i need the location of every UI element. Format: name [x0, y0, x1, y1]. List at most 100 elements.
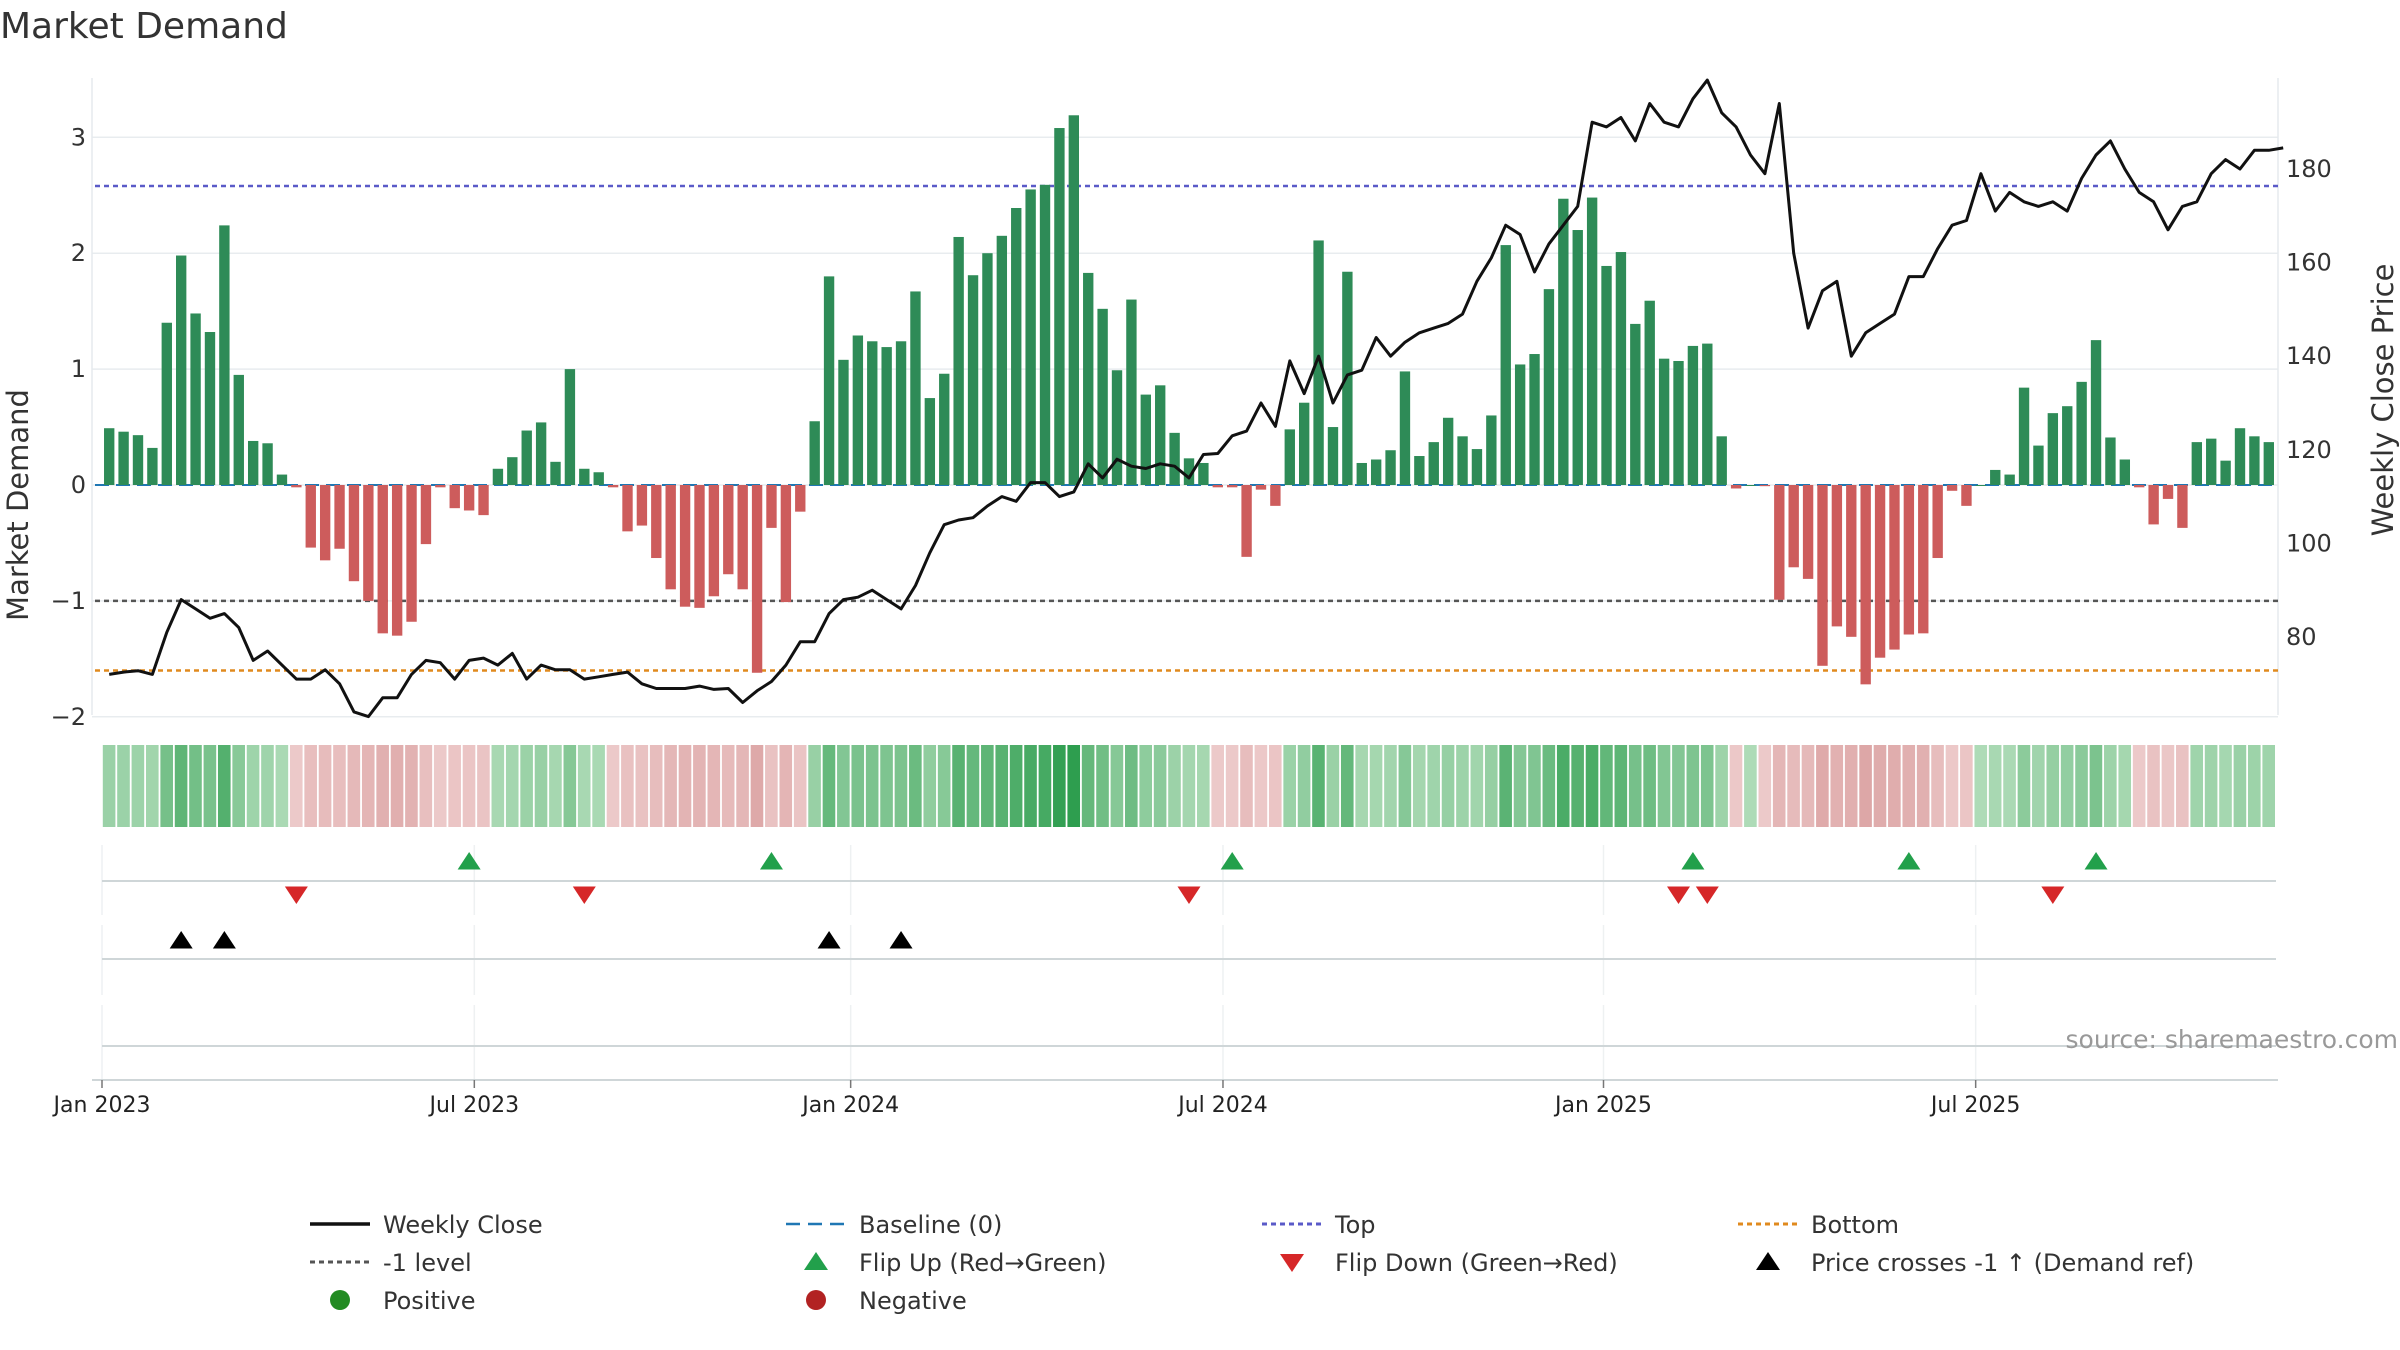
heat-cell	[2262, 745, 2275, 827]
heat-cell	[1340, 745, 1354, 827]
source-credit: source: sharemaestro.com	[2066, 1025, 2399, 1054]
demand-bar	[1428, 442, 1439, 485]
flip-up-marker	[1681, 852, 1705, 870]
demand-bar	[881, 347, 892, 485]
demand-bar	[1169, 432, 1180, 485]
heat-cell	[145, 745, 159, 827]
heat-cell	[131, 745, 145, 827]
heat-cell	[2161, 745, 2175, 827]
left-y-axis-label: Market Demand	[1, 389, 35, 621]
heat-cell	[1700, 745, 1714, 827]
demand-bar	[1356, 462, 1367, 485]
price-cross-marker	[212, 931, 236, 949]
demand-bar	[924, 398, 936, 485]
heat-cell	[592, 745, 605, 827]
heat-cell	[750, 745, 764, 827]
left-y-axis: 3 2 1 0 −1 −2	[51, 123, 86, 730]
demand-bar	[1716, 436, 1727, 485]
demand-bar	[1889, 485, 1900, 650]
demand-bar	[1903, 485, 1915, 635]
demand-bar	[1543, 289, 1555, 485]
heat-cell	[1225, 745, 1239, 827]
heat-cell	[361, 745, 375, 827]
demand-bar	[1299, 402, 1310, 485]
flip-down-marker	[2041, 886, 2065, 904]
heat-cell	[505, 745, 519, 827]
heat-cell	[2046, 745, 2060, 827]
demand-bar	[1990, 469, 2001, 485]
heat-cell	[808, 745, 821, 827]
right-tick-label: 140	[2286, 342, 2332, 370]
demand-bar	[1155, 385, 1166, 485]
demand-bar	[132, 435, 144, 485]
demand-bar	[319, 485, 331, 561]
demand-bar	[521, 430, 532, 485]
heat-cell	[1268, 745, 1282, 827]
heat-cell	[1441, 745, 1455, 827]
demand-bar	[2234, 428, 2246, 485]
demand-bar	[766, 485, 777, 528]
heat-cell	[664, 745, 677, 827]
heat-cell	[520, 745, 533, 827]
heat-cell	[203, 745, 217, 827]
demand-bar	[334, 485, 345, 549]
heat-cell	[1038, 745, 1052, 827]
demand-bar	[1385, 450, 1396, 485]
demand-bar	[1227, 485, 1238, 488]
heat-cell	[765, 745, 778, 827]
flip-down-marker	[572, 886, 596, 904]
x-tick-label: Jan 2024	[800, 1093, 899, 1118]
heat-cell	[923, 745, 937, 827]
demand-bar	[1687, 345, 1699, 485]
demand-bar	[2062, 406, 2073, 485]
demand-bar	[1140, 394, 1151, 485]
demand-bar	[2090, 340, 2102, 486]
legend-swatch	[806, 1290, 826, 1310]
legend-item: Weekly Close	[310, 1211, 543, 1239]
heat-cell	[1412, 745, 1426, 827]
demand-bar	[1255, 485, 1267, 490]
demand-bar	[1241, 485, 1252, 557]
heat-cell	[736, 745, 749, 827]
right-tick-label: 100	[2286, 529, 2332, 557]
heat-cell	[1283, 745, 1296, 827]
heat-cell	[1542, 745, 1556, 827]
left-tick-label: 2	[71, 239, 86, 267]
demand-bar	[723, 485, 734, 575]
demand-bar	[939, 373, 950, 485]
demand-bar	[636, 485, 648, 526]
legend-label: -1 level	[383, 1249, 472, 1277]
heat-cell	[649, 745, 663, 827]
demand-bar	[607, 485, 619, 488]
demand-bar	[809, 421, 820, 485]
demand-bar	[1025, 189, 1036, 485]
heat-cell	[894, 745, 908, 827]
demand-bar	[348, 485, 360, 582]
x-tick-label: Jan 2025	[1553, 1093, 1652, 1118]
main-gridlines	[91, 78, 2279, 718]
demand-bar	[2263, 442, 2274, 485]
demand-bar	[2134, 485, 2145, 488]
heat-cell	[1758, 745, 1772, 827]
heat-cell	[189, 745, 202, 827]
heat-cell	[678, 745, 692, 827]
demand-bar	[535, 422, 547, 485]
demand-bar	[2119, 459, 2131, 485]
legend-label: Bottom	[1811, 1211, 1899, 1239]
heat-cell	[2089, 745, 2103, 827]
heat-cell	[837, 745, 850, 827]
legend-label: Top	[1334, 1211, 1376, 1239]
left-tick-label: 0	[71, 471, 86, 499]
flip-down-marker	[284, 886, 308, 904]
heat-cell	[1859, 745, 1872, 827]
demand-bar	[838, 359, 849, 485]
demand-heat-strip	[102, 745, 2275, 827]
heat-cell	[1614, 745, 1628, 827]
demand-bar	[363, 485, 374, 601]
demand-bar	[2148, 485, 2159, 525]
demand-bar	[1601, 265, 1612, 485]
demand-bar	[2177, 485, 2188, 528]
demand-bar	[1514, 364, 1526, 485]
price-cross-marker	[889, 931, 913, 949]
